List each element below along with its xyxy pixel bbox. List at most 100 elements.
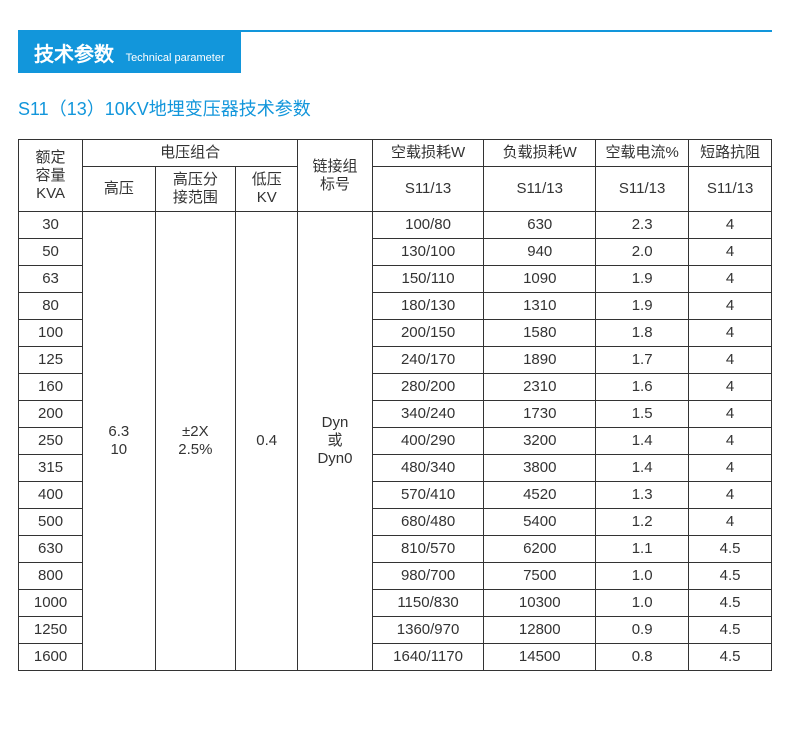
th-imp-sub: S11/13 — [689, 167, 772, 212]
th-conn: 链接组标号 — [298, 140, 372, 212]
th-imp: 短路抗阻 — [689, 140, 772, 167]
cell-load: 940 — [484, 239, 596, 266]
cell-imp: 4 — [689, 320, 772, 347]
section-header: 技术参数 Technical parameter — [18, 30, 772, 73]
table-row: 306.310±2X2.5%0.4Dyn或Dyn0100/806302.34 — [19, 212, 772, 239]
cell-noload: 680/480 — [372, 509, 484, 536]
cell-curr: 1.0 — [596, 563, 689, 590]
cell-kva: 250 — [19, 428, 83, 455]
cell-curr: 1.4 — [596, 455, 689, 482]
cell-imp: 4 — [689, 509, 772, 536]
cell-kva: 630 — [19, 536, 83, 563]
cell-imp: 4 — [689, 428, 772, 455]
cell-noload: 150/110 — [372, 266, 484, 293]
section-title-tab: 技术参数 Technical parameter — [18, 32, 241, 73]
cell-curr: 0.9 — [596, 617, 689, 644]
cell-curr: 1.0 — [596, 590, 689, 617]
cell-imp: 4.5 — [689, 644, 772, 671]
cell-load: 10300 — [484, 590, 596, 617]
th-curr-sub: S11/13 — [596, 167, 689, 212]
cell-load: 14500 — [484, 644, 596, 671]
cell-imp: 4.5 — [689, 617, 772, 644]
cell-imp: 4 — [689, 482, 772, 509]
cell-merged-lv: 0.4 — [236, 212, 298, 671]
cell-kva: 200 — [19, 401, 83, 428]
th-load: 负载损耗W — [484, 140, 596, 167]
cell-curr: 2.3 — [596, 212, 689, 239]
cell-noload: 400/290 — [372, 428, 484, 455]
section-title-en: Technical parameter — [126, 52, 225, 64]
cell-kva: 50 — [19, 239, 83, 266]
cell-curr: 1.5 — [596, 401, 689, 428]
cell-noload: 980/700 — [372, 563, 484, 590]
cell-imp: 4 — [689, 401, 772, 428]
cell-noload: 570/410 — [372, 482, 484, 509]
th-voltage-group: 电压组合 — [83, 140, 298, 167]
cell-load: 7500 — [484, 563, 596, 590]
section-title-zh: 技术参数 — [34, 44, 114, 66]
cell-imp: 4 — [689, 455, 772, 482]
cell-curr: 1.7 — [596, 347, 689, 374]
cell-curr: 1.4 — [596, 428, 689, 455]
th-lv: 低压KV — [236, 167, 298, 212]
th-tap: 高压分接范围 — [155, 167, 236, 212]
cell-noload: 280/200 — [372, 374, 484, 401]
cell-kva: 1250 — [19, 617, 83, 644]
cell-load: 6200 — [484, 536, 596, 563]
cell-kva: 400 — [19, 482, 83, 509]
cell-curr: 1.6 — [596, 374, 689, 401]
cell-kva: 63 — [19, 266, 83, 293]
spec-table-wrap: 额定容量KVA 电压组合 链接组标号 空载损耗W 负载损耗W 空载电流% 短路抗… — [18, 139, 772, 671]
th-noload: 空载损耗W — [372, 140, 484, 167]
cell-merged-conn: Dyn或Dyn0 — [298, 212, 372, 671]
cell-noload: 100/80 — [372, 212, 484, 239]
cell-load: 4520 — [484, 482, 596, 509]
cell-load: 1730 — [484, 401, 596, 428]
cell-load: 3200 — [484, 428, 596, 455]
th-load-sub: S11/13 — [484, 167, 596, 212]
subtitle: S11（13）10KV地埋变压器技术参数 — [18, 95, 772, 121]
cell-kva: 500 — [19, 509, 83, 536]
table-head: 额定容量KVA 电压组合 链接组标号 空载损耗W 负载损耗W 空载电流% 短路抗… — [19, 140, 772, 212]
cell-load: 630 — [484, 212, 596, 239]
th-hv: 高压 — [83, 167, 155, 212]
cell-curr: 1.9 — [596, 293, 689, 320]
cell-load: 1090 — [484, 266, 596, 293]
cell-kva: 800 — [19, 563, 83, 590]
cell-noload: 130/100 — [372, 239, 484, 266]
cell-imp: 4.5 — [689, 536, 772, 563]
table-body: 306.310±2X2.5%0.4Dyn或Dyn0100/806302.3450… — [19, 212, 772, 671]
th-kva: 额定容量KVA — [19, 140, 83, 212]
cell-imp: 4 — [689, 347, 772, 374]
cell-noload: 1640/1170 — [372, 644, 484, 671]
cell-curr: 1.9 — [596, 266, 689, 293]
cell-curr: 2.0 — [596, 239, 689, 266]
cell-noload: 1360/970 — [372, 617, 484, 644]
cell-imp: 4 — [689, 239, 772, 266]
cell-noload: 340/240 — [372, 401, 484, 428]
cell-noload: 180/130 — [372, 293, 484, 320]
cell-kva: 100 — [19, 320, 83, 347]
cell-curr: 1.2 — [596, 509, 689, 536]
cell-merged-tap: ±2X2.5% — [155, 212, 236, 671]
cell-load: 1310 — [484, 293, 596, 320]
cell-curr: 0.8 — [596, 644, 689, 671]
cell-imp: 4.5 — [689, 563, 772, 590]
cell-load: 1890 — [484, 347, 596, 374]
cell-imp: 4 — [689, 374, 772, 401]
cell-noload: 240/170 — [372, 347, 484, 374]
cell-noload: 200/150 — [372, 320, 484, 347]
cell-load: 2310 — [484, 374, 596, 401]
th-noload-sub: S11/13 — [372, 167, 484, 212]
cell-kva: 160 — [19, 374, 83, 401]
cell-kva: 30 — [19, 212, 83, 239]
cell-kva: 80 — [19, 293, 83, 320]
cell-kva: 315 — [19, 455, 83, 482]
cell-load: 1580 — [484, 320, 596, 347]
cell-load: 12800 — [484, 617, 596, 644]
cell-curr: 1.3 — [596, 482, 689, 509]
cell-noload: 1150/830 — [372, 590, 484, 617]
cell-imp: 4 — [689, 293, 772, 320]
cell-load: 3800 — [484, 455, 596, 482]
cell-imp: 4.5 — [689, 590, 772, 617]
